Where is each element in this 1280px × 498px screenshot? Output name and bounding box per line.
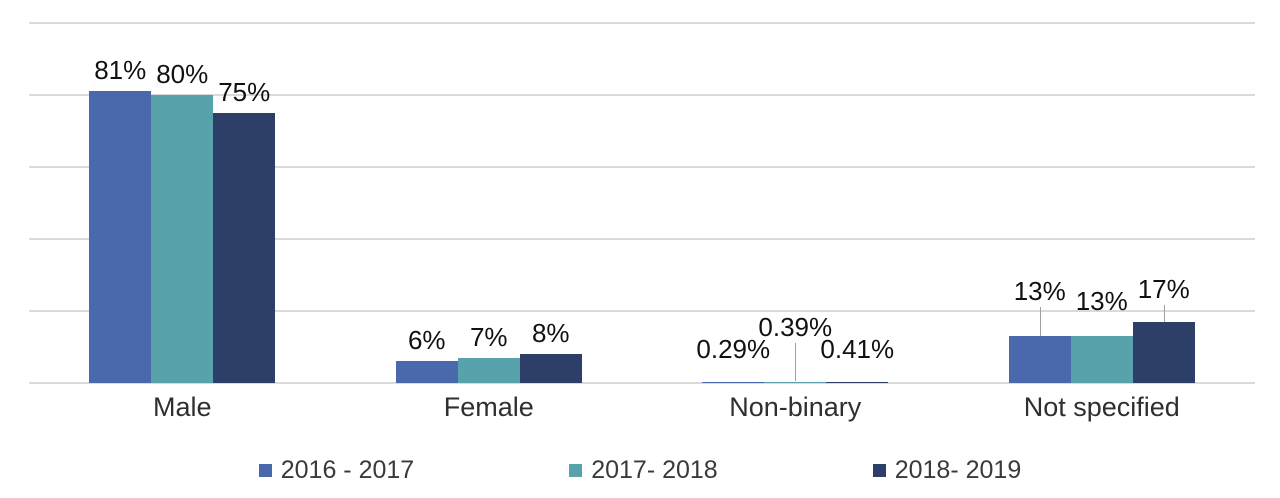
category-label: Not specified xyxy=(1023,392,1180,422)
value-label: 13% xyxy=(1013,276,1066,307)
category-label: Male xyxy=(152,392,212,422)
value-label: 80% xyxy=(156,59,209,89)
gridline xyxy=(29,22,1255,24)
legend-swatch-icon xyxy=(258,463,272,477)
value-label: 0.41% xyxy=(820,333,895,364)
bar xyxy=(89,91,152,383)
value-label: 17% xyxy=(1137,273,1190,304)
bar xyxy=(457,357,520,383)
value-label: 0.39% xyxy=(758,311,833,342)
gridline xyxy=(29,166,1255,168)
legend-label: 2018- 2019 xyxy=(894,455,1022,484)
legend-item: 2018- 2019 xyxy=(872,455,1022,484)
bar xyxy=(1008,336,1071,383)
bar xyxy=(151,95,214,383)
legend-swatch-icon xyxy=(872,463,886,477)
value-label: 7% xyxy=(469,321,508,352)
bar xyxy=(519,354,582,383)
plot-area: 81% 80% 75% 6% 7% 8% 0.29% 0.39% 0.41% 13% 13% 17% xyxy=(29,22,1255,384)
legend-item: 2017- 2018 xyxy=(569,455,718,484)
gridline xyxy=(29,382,1255,384)
gridline xyxy=(29,94,1255,96)
value-label: 8% xyxy=(531,318,570,349)
bar xyxy=(764,381,827,383)
gridline xyxy=(29,310,1255,312)
bar xyxy=(1070,336,1133,383)
legend-label: 2017- 2018 xyxy=(591,455,718,484)
category-label: Female xyxy=(443,392,534,422)
leader-line xyxy=(1163,304,1165,322)
value-label: 75% xyxy=(218,77,271,107)
bar xyxy=(826,381,889,383)
gridline xyxy=(29,238,1255,240)
value-label: 6% xyxy=(407,325,446,356)
bar xyxy=(395,361,458,383)
value-label: 81% xyxy=(94,55,147,86)
value-label: 0.29% xyxy=(696,333,771,364)
leader-line xyxy=(795,342,797,381)
legend-swatch-icon xyxy=(569,463,583,477)
category-label: Non-binary xyxy=(729,392,862,422)
legend: 2016 - 2017 2017- 2018 2018- 2019 xyxy=(0,452,1280,488)
legend-item: 2016 - 2017 xyxy=(258,455,415,484)
legend-label: 2016 - 2017 xyxy=(280,455,415,484)
value-label: 13% xyxy=(1075,286,1128,317)
bar xyxy=(1132,321,1195,383)
leader-line xyxy=(1039,307,1041,337)
bar xyxy=(702,381,765,383)
x-axis-labels: Male Female Non-binary Not specified xyxy=(29,390,1255,424)
bar xyxy=(213,113,276,383)
